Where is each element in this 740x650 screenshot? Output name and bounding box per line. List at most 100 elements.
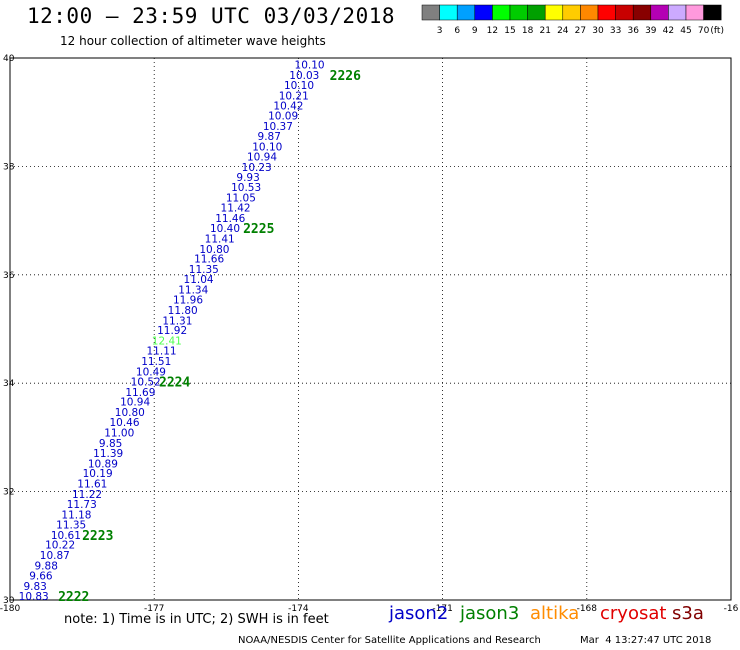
- wave-height-label: 10.19: [83, 468, 113, 480]
- color-scale-label: 12: [487, 26, 498, 36]
- color-scale-label: 24: [557, 26, 569, 36]
- legend-jason3: jason3: [460, 603, 520, 624]
- color-scale-label: 33: [610, 26, 621, 36]
- credit-line: NOAA/NESDIS Center for Satellite Applica…: [238, 635, 541, 646]
- page-subtitle: 12 hour collection of altimeter wave hei…: [60, 34, 326, 48]
- footnote: note: 1) Time is in UTC; 2) SWH is in fe…: [64, 612, 329, 627]
- wave-height-label: 10.23: [242, 162, 272, 174]
- color-scale-bar: 3 6 9 12 15 18 21 24 27 30 33 36 39 42 45 70 (ft): [421, 4, 724, 36]
- color-scale-label: 27: [575, 26, 586, 36]
- wave-height-label: 10.80: [115, 407, 145, 419]
- plot-frame: [9, 57, 732, 601]
- wave-height-label: 10.53: [231, 182, 261, 194]
- x-tick-label: -180: [0, 604, 20, 614]
- color-scale-label: 21: [539, 26, 550, 36]
- wave-height-label: 9.85: [99, 438, 122, 450]
- wave-height-label: 9.93: [236, 172, 259, 184]
- x-tick-label: -168: [577, 604, 598, 614]
- wave-height-label: 11.80: [168, 305, 198, 317]
- wave-height-label: 11.04: [184, 274, 214, 286]
- wave-height-label: 9.88: [35, 560, 58, 572]
- legend-jason2: jason2: [389, 603, 449, 624]
- color-scale-unit: (ft): [710, 26, 724, 36]
- y-tick-label: 34: [3, 379, 15, 389]
- wave-height-label: 11.39: [93, 448, 123, 460]
- wave-height-label: 9.83: [23, 581, 46, 593]
- wave-height-label: 10.10: [295, 60, 325, 72]
- wave-height-label: 10.37: [263, 121, 293, 133]
- color-scale-label: 18: [522, 26, 534, 36]
- wave-height-label: 10.42: [273, 101, 303, 113]
- color-scale-label: 30: [592, 26, 604, 36]
- color-scale-label: 36: [627, 26, 639, 36]
- wave-height-label: 11.69: [125, 387, 155, 399]
- wave-height-label: 10.40: [210, 223, 240, 235]
- wave-height-label: 10.83: [19, 591, 49, 603]
- wave-height-label: 10.87: [40, 550, 70, 562]
- time-label: 2224: [159, 376, 190, 391]
- wave-height-label: 11.92: [157, 325, 187, 337]
- y-tick-label: 38: [3, 162, 15, 172]
- color-scale-label: 45: [680, 26, 691, 36]
- wave-height-label: 10.61: [51, 530, 81, 542]
- time-label: 2222: [58, 590, 89, 605]
- wave-height-label: 11.05: [226, 192, 256, 204]
- wave-height-label: 10.22: [45, 540, 75, 552]
- legend-s3a: s3a: [672, 603, 704, 624]
- wave-height-label: 11.22: [72, 489, 102, 501]
- wave-height-label: 12.41: [152, 335, 182, 347]
- wave-height-label: 11.11: [147, 346, 177, 358]
- wave-height-label: 10.89: [88, 458, 118, 470]
- color-scale-label: 70: [698, 26, 710, 36]
- wave-height-label: 11.34: [178, 284, 208, 296]
- wave-height-label: 10.52: [131, 377, 161, 389]
- wave-height-label: 11.46: [215, 213, 245, 225]
- y-tick-label: 30: [3, 596, 15, 606]
- wave-height-label: 9.66: [29, 571, 53, 583]
- wave-height-label: 9.87: [258, 131, 281, 143]
- wave-height-label: 11.42: [221, 203, 251, 215]
- wave-height-label: 11.41: [205, 233, 235, 245]
- wave-height-label: 11.73: [67, 499, 97, 511]
- wave-height-label: 11.31: [162, 315, 192, 327]
- wave-height-label: 11.35: [189, 264, 219, 276]
- wave-height-label: 11.61: [77, 478, 107, 490]
- wave-height-label: 10.09: [268, 110, 298, 122]
- generated-timestamp: Mar 4 13:27:47 UTC 2018: [580, 635, 712, 646]
- x-tick-label: -177: [144, 604, 164, 614]
- wave-height-label: 10.49: [136, 366, 166, 378]
- x-tick-label: -16: [724, 604, 739, 614]
- color-scale-label: 39: [645, 26, 657, 36]
- color-scale-label: 3: [437, 26, 443, 36]
- color-scale-label: 9: [472, 26, 478, 36]
- time-label: 2223: [82, 529, 113, 544]
- wave-height-label: 11.51: [141, 356, 171, 368]
- legend-cryosat: cryosat: [600, 603, 667, 624]
- wave-height-label: 10.94: [120, 397, 150, 409]
- y-tick-label: 40: [3, 54, 15, 64]
- color-swatch: [703, 4, 722, 21]
- x-tick-label: -174: [288, 604, 309, 614]
- wave-height-label: 10.10: [284, 80, 314, 92]
- y-tick-label: 32: [3, 488, 14, 498]
- wave-height-label: 10.46: [109, 417, 139, 429]
- wave-height-label: 10.03: [289, 70, 319, 82]
- wave-height-label: 11.66: [194, 254, 224, 266]
- wave-height-label: 11.00: [104, 428, 134, 440]
- legend-altika: altika: [530, 603, 580, 624]
- wave-height-label: 11.96: [173, 295, 203, 307]
- color-scale-label: 6: [454, 26, 460, 36]
- wave-height-label: 11.35: [56, 520, 86, 532]
- page-title: 12:00 – 23:59 UTC 03/03/2018: [27, 4, 396, 28]
- color-scale-label: 42: [663, 26, 674, 36]
- time-label: 2226: [330, 69, 361, 84]
- y-tick-label: 36: [3, 271, 15, 281]
- wave-height-label: 10.10: [252, 141, 282, 153]
- wave-height-label: 10.94: [247, 152, 277, 164]
- wave-height-label: 11.18: [61, 509, 91, 521]
- time-label: 2225: [243, 222, 274, 237]
- wave-height-label: 10.80: [199, 244, 229, 256]
- x-tick-label: -171: [432, 604, 452, 614]
- wave-height-label: 10.21: [279, 90, 309, 102]
